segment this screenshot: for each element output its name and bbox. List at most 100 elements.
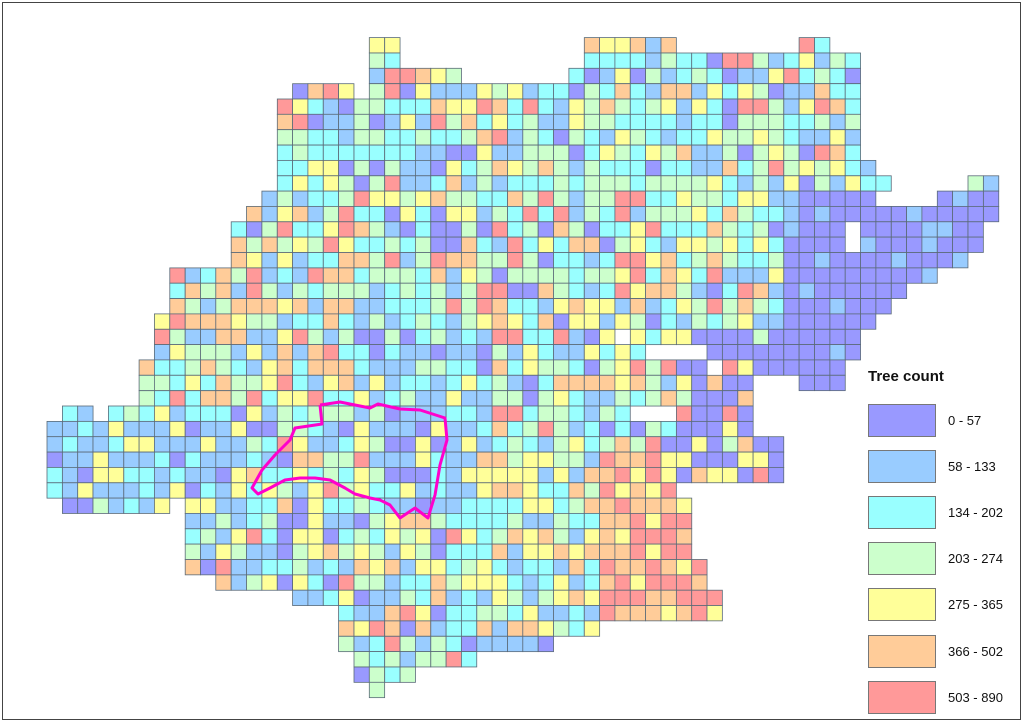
grid-cell[interactable] [414, 374, 432, 392]
grid-cell[interactable] [722, 252, 739, 269]
grid-cell[interactable] [814, 236, 831, 253]
grid-cell[interactable] [460, 436, 478, 453]
grid-cell[interactable] [276, 313, 294, 330]
grid-cell[interactable] [430, 651, 447, 668]
grid-cell[interactable] [430, 98, 447, 115]
grid-cell[interactable] [276, 420, 294, 438]
grid-cell[interactable] [522, 605, 539, 622]
grid-cell[interactable] [676, 374, 693, 392]
grid-cell[interactable] [983, 190, 1000, 207]
grid-cell[interactable] [599, 420, 616, 438]
grid-cell[interactable] [338, 221, 355, 238]
grid-cell[interactable] [691, 466, 708, 484]
grid-cell[interactable] [123, 420, 140, 438]
grid-cell[interactable] [353, 635, 370, 653]
grid-cell[interactable] [737, 67, 754, 85]
grid-cell[interactable] [737, 451, 754, 468]
grid-cell[interactable] [660, 436, 677, 453]
grid-cell[interactable] [414, 420, 432, 438]
grid-cell[interactable] [476, 344, 493, 361]
grid-cell[interactable] [184, 543, 201, 560]
grid-cell[interactable] [476, 451, 493, 468]
grid-cell[interactable] [414, 466, 432, 484]
grid-cell[interactable] [108, 482, 125, 499]
grid-cell[interactable] [445, 113, 462, 131]
grid-cell[interactable] [338, 83, 355, 100]
grid-cell[interactable] [783, 98, 800, 115]
grid-cell[interactable] [553, 282, 570, 299]
grid-cell[interactable] [153, 420, 171, 438]
grid-cell[interactable] [967, 175, 984, 192]
grid-cell[interactable] [537, 282, 554, 299]
grid-cell[interactable] [645, 159, 662, 177]
grid-cell[interactable] [629, 436, 647, 453]
grid-cell[interactable] [507, 374, 524, 392]
grid-cell[interactable] [814, 144, 831, 161]
grid-cell[interactable] [338, 282, 355, 299]
grid-cell[interactable] [906, 252, 923, 269]
grid-cell[interactable] [384, 651, 401, 668]
grid-cell[interactable] [460, 113, 478, 131]
grid-cell[interactable] [629, 221, 647, 238]
grid-cell[interactable] [814, 221, 831, 238]
grid-cell[interactable] [353, 528, 370, 545]
grid-cell[interactable] [706, 344, 723, 361]
grid-cell[interactable] [583, 144, 601, 161]
grid-cell[interactable] [445, 359, 462, 376]
grid-cell[interactable] [246, 374, 263, 392]
grid-cell[interactable] [384, 559, 401, 576]
grid-cell[interactable] [200, 374, 217, 392]
grid-cell[interactable] [752, 298, 769, 315]
grid-cell[interactable] [353, 543, 370, 560]
grid-cell[interactable] [476, 298, 493, 315]
grid-cell[interactable] [706, 205, 723, 223]
grid-cell[interactable] [706, 466, 723, 484]
grid-cell[interactable] [338, 589, 355, 606]
grid-cell[interactable] [783, 144, 800, 161]
grid-cell[interactable] [307, 528, 324, 545]
grid-cell[interactable] [215, 359, 232, 376]
grid-cell[interactable] [430, 190, 447, 207]
grid-cell[interactable] [660, 221, 677, 238]
grid-cell[interactable] [722, 451, 739, 468]
grid-cell[interactable] [507, 221, 524, 238]
grid-cell[interactable] [384, 528, 401, 545]
grid-cell[interactable] [414, 574, 432, 591]
grid-cell[interactable] [522, 113, 539, 131]
grid-cell[interactable] [583, 252, 601, 269]
grid-cell[interactable] [860, 236, 877, 253]
grid-cell[interactable] [460, 313, 478, 330]
grid-cell[interactable] [691, 390, 708, 407]
grid-cell[interactable] [338, 620, 355, 637]
grid-cell[interactable] [599, 221, 616, 238]
grid-cell[interactable] [476, 236, 493, 253]
grid-cell[interactable] [583, 390, 601, 407]
grid-cell[interactable] [553, 620, 570, 637]
grid-cell[interactable] [844, 313, 861, 330]
grid-cell[interactable] [399, 635, 416, 653]
grid-cell[interactable] [553, 113, 570, 131]
grid-cell[interactable] [660, 497, 677, 514]
grid-cell[interactable] [430, 113, 447, 131]
grid-cell[interactable] [368, 205, 386, 223]
grid-cell[interactable] [676, 466, 693, 484]
grid-cell[interactable] [307, 497, 324, 514]
grid-cell[interactable] [445, 175, 462, 192]
grid-cell[interactable] [476, 313, 493, 330]
grid-cell[interactable] [200, 451, 217, 468]
grid-cell[interactable] [829, 267, 846, 284]
grid-cell[interactable] [614, 129, 631, 146]
grid-cell[interactable] [322, 252, 340, 269]
grid-cell[interactable] [292, 374, 309, 392]
grid-cell[interactable] [307, 205, 324, 223]
grid-cell[interactable] [629, 466, 647, 484]
grid-cell[interactable] [722, 313, 739, 330]
grid-cell[interactable] [414, 190, 432, 207]
grid-cell[interactable] [599, 98, 616, 115]
grid-cell[interactable] [353, 252, 370, 269]
grid-cell[interactable] [46, 436, 63, 453]
grid-cell[interactable] [246, 497, 263, 514]
grid-cell[interactable] [691, 252, 708, 269]
grid-cell[interactable] [568, 236, 585, 253]
grid-cell[interactable] [599, 497, 616, 514]
